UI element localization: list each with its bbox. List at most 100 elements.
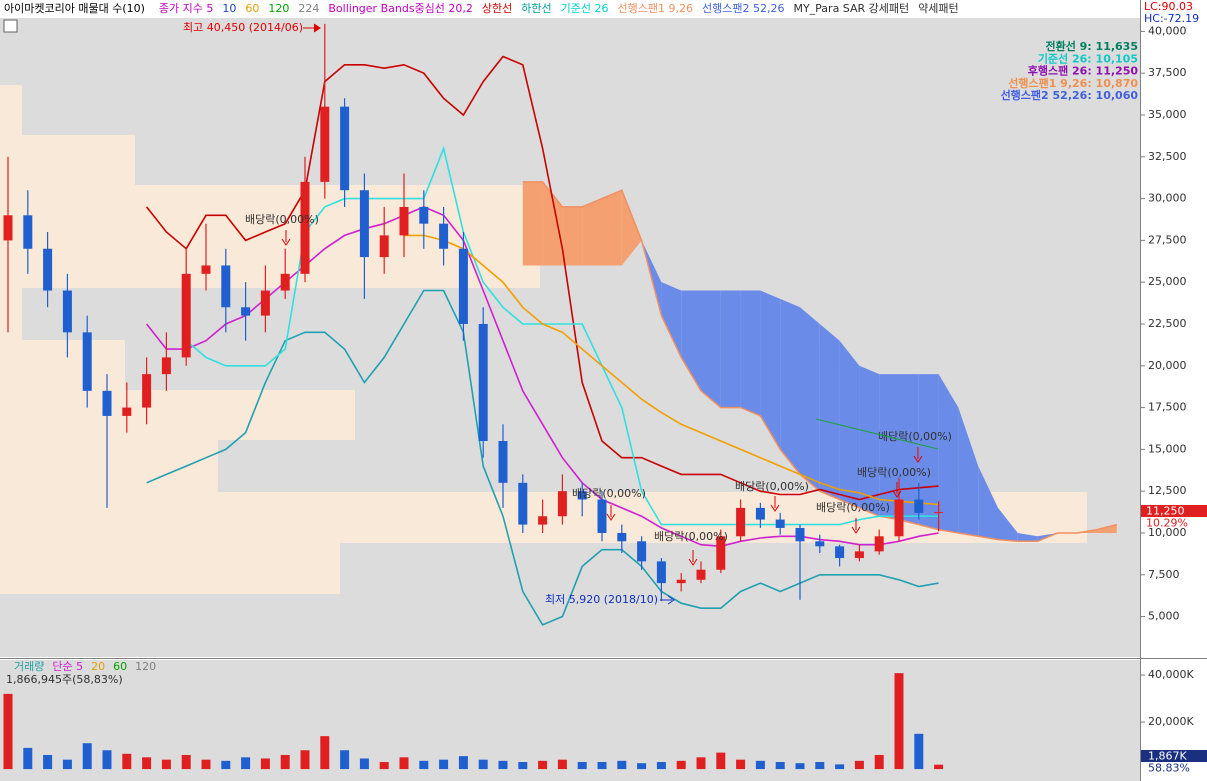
legend-item: 약세패턴 bbox=[918, 1, 958, 15]
candle-body bbox=[835, 546, 845, 559]
candle-body bbox=[260, 290, 270, 316]
candle-body bbox=[518, 482, 528, 525]
hc-label: HC:-72.19 bbox=[1144, 12, 1199, 25]
volume-bar bbox=[914, 733, 924, 770]
candle-body bbox=[696, 569, 706, 580]
info-text: 후행스팬 26: 11,250 bbox=[1028, 64, 1139, 78]
candle-body bbox=[320, 106, 330, 182]
y-tick-label: 7,500 bbox=[1148, 568, 1180, 581]
cloud-segment bbox=[661, 282, 682, 358]
y-tick-label: 25,000 bbox=[1148, 275, 1187, 288]
volume-bar bbox=[399, 757, 409, 770]
candle-body bbox=[419, 206, 429, 224]
volume-box bbox=[1141, 750, 1207, 762]
annotation: 최고 40,450 (2014/06) bbox=[183, 21, 303, 34]
legend-item: 선행스팬1 9,26 bbox=[618, 2, 693, 15]
candle-body bbox=[122, 407, 132, 416]
volume-bar bbox=[161, 759, 171, 770]
cloud-segment bbox=[562, 206, 583, 266]
price-box bbox=[1141, 505, 1207, 517]
legend-item: 단순 5 bbox=[52, 660, 83, 673]
candle-body bbox=[340, 106, 350, 191]
volume-bar bbox=[359, 758, 369, 770]
volume-bar bbox=[181, 754, 191, 770]
legend-item: MY_Para SAR 강세패턴 bbox=[793, 2, 909, 15]
volume-panel bbox=[0, 660, 1140, 781]
info-text: 전환선 9: 11,635 bbox=[1045, 39, 1138, 53]
candle-body bbox=[557, 491, 567, 517]
candle-body bbox=[201, 265, 211, 274]
volume-bar bbox=[280, 754, 290, 770]
volume-bar bbox=[478, 759, 488, 770]
volume-bar bbox=[241, 757, 251, 770]
table-icon[interactable] bbox=[3, 19, 18, 33]
cloud-segment bbox=[542, 181, 563, 266]
info-text: 선행스팬2 52,26: 10,060 bbox=[1001, 88, 1139, 102]
candle-body bbox=[637, 541, 647, 562]
volume-bar bbox=[142, 757, 152, 770]
volume-bar bbox=[379, 762, 389, 770]
cloud-segment bbox=[602, 190, 622, 266]
y-tick-label: 22,500 bbox=[1148, 317, 1187, 330]
candle-body bbox=[359, 190, 369, 258]
volume-bar bbox=[835, 764, 845, 770]
candle-body bbox=[676, 579, 686, 584]
volume-bar bbox=[300, 750, 310, 770]
candle-body bbox=[241, 307, 251, 316]
indicator-line bbox=[404, 234, 939, 506]
legend-item: Bollinger Bands중심선 20,2 bbox=[328, 2, 473, 15]
annotation: 배당락(0,00%) bbox=[816, 501, 890, 514]
volume-bar bbox=[894, 673, 904, 770]
cloud-segment bbox=[621, 190, 642, 266]
volume-bar bbox=[557, 759, 567, 770]
indicator-line bbox=[185, 145, 939, 526]
candle-body bbox=[914, 499, 924, 513]
legend-item: 120 bbox=[268, 2, 289, 15]
cloud-segment bbox=[760, 290, 781, 450]
candle-body bbox=[854, 551, 864, 559]
annotation: 배당락(0,00%) bbox=[572, 487, 646, 500]
annotation: 최저 5,920 (2018/10) bbox=[545, 593, 658, 606]
y-tick-label: 27,500 bbox=[1148, 233, 1187, 246]
legend-item: 하한선 bbox=[521, 1, 551, 15]
volume-bar bbox=[676, 760, 686, 770]
indicator-line bbox=[145, 55, 939, 501]
cloud-segment bbox=[740, 290, 761, 416]
cloud-segment bbox=[859, 365, 880, 517]
legend-item: 224 bbox=[298, 2, 319, 15]
volume-last-label: 1,867K bbox=[1148, 750, 1187, 763]
candle-body bbox=[142, 374, 152, 408]
candle-body bbox=[716, 536, 726, 570]
volume-bar bbox=[122, 753, 132, 770]
legend-item: 기준선 26 bbox=[561, 2, 609, 15]
candle-body bbox=[617, 532, 627, 542]
legend-item: 선행스팬2 52,26 bbox=[702, 2, 784, 15]
candle-body bbox=[934, 512, 944, 514]
y-tick-label: 17,500 bbox=[1148, 401, 1187, 414]
price-label: 11,250 bbox=[1146, 505, 1185, 518]
volume-bar bbox=[795, 763, 805, 770]
candle-body bbox=[300, 181, 310, 274]
volume-bar bbox=[23, 747, 33, 770]
volume-bar bbox=[498, 760, 508, 770]
volume-bar bbox=[577, 762, 587, 770]
pct-label: 10.29% bbox=[1146, 517, 1188, 530]
info-text: 기준선 26: 10,105 bbox=[1038, 51, 1138, 65]
volume-bar bbox=[102, 750, 112, 770]
volume-bar bbox=[62, 759, 72, 770]
candle-body bbox=[795, 527, 805, 542]
annotation: 배당락(0,00%) bbox=[735, 480, 809, 493]
y-tick-label: 35,000 bbox=[1148, 108, 1187, 121]
cloud-segment bbox=[839, 340, 860, 508]
cloud-segment bbox=[582, 198, 602, 266]
legend-item: 20 bbox=[91, 660, 105, 673]
candle-body bbox=[458, 248, 468, 324]
candle-body bbox=[439, 223, 449, 249]
y-tick-label: 12,500 bbox=[1148, 484, 1187, 497]
cloud-segment bbox=[998, 507, 1018, 542]
candle-body bbox=[815, 541, 825, 547]
volume-pct-label: 58.83% bbox=[1148, 762, 1190, 775]
candle-body bbox=[894, 499, 904, 537]
y-tick-label: 20,000K bbox=[1148, 715, 1194, 728]
